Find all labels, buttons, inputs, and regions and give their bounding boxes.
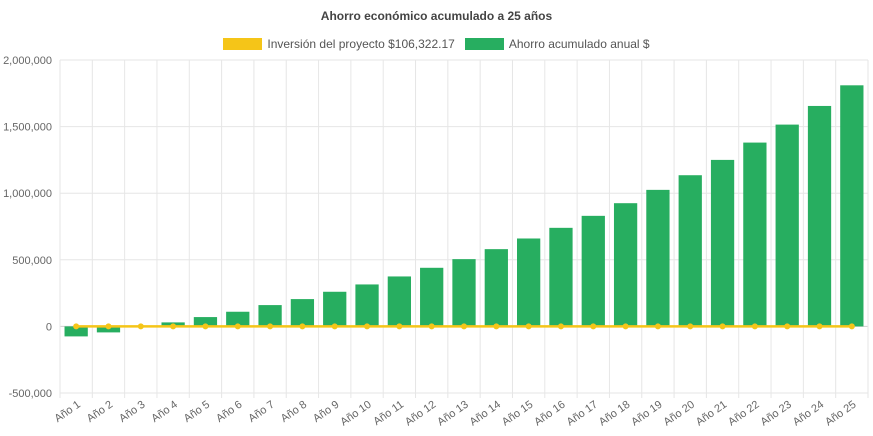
x-tick-label: Año 18: [597, 399, 632, 429]
bar: [290, 299, 315, 327]
investment-point: [525, 323, 532, 330]
investment-point: [816, 323, 823, 330]
x-tick-label: Año 3: [117, 399, 147, 425]
legend: Inversión del proyecto $106,322.17 Ahorr…: [0, 37, 873, 51]
x-tick-label: Año 12: [403, 399, 438, 429]
bar: [807, 105, 832, 327]
bar: [710, 159, 735, 327]
bar: [549, 227, 573, 327]
investment-point: [137, 323, 144, 330]
bar: [581, 215, 605, 327]
investment-point: [170, 323, 177, 330]
legend-item-investment[interactable]: Inversión del proyecto $106,322.17: [223, 37, 455, 51]
y-tick-label: 2,000,000: [3, 55, 52, 67]
investment-point: [428, 323, 435, 330]
bar: [678, 175, 702, 327]
bar: [258, 305, 282, 327]
bar: [743, 142, 767, 327]
investment-point: [493, 323, 500, 330]
x-tick-label: Año 5: [182, 399, 212, 425]
bar: [452, 259, 476, 327]
x-tick-label: Año 13: [435, 399, 470, 429]
x-tick-label: Año 24: [791, 399, 826, 429]
investment-point: [557, 323, 564, 330]
bar: [646, 189, 670, 327]
legend-swatch-savings: [464, 38, 504, 50]
x-tick-label: Año 11: [371, 399, 406, 428]
investment-point: [234, 323, 241, 330]
investment-point: [848, 323, 855, 330]
investment-point: [461, 323, 467, 330]
investment-point: [751, 323, 758, 330]
bar: [226, 311, 250, 327]
y-tick-label: 1,000,000: [3, 188, 52, 200]
bar: [420, 267, 444, 327]
bar: [64, 326, 88, 337]
x-tick-label: Año 2: [85, 399, 115, 425]
x-tick-label: Año 9: [311, 399, 341, 425]
legend-label-investment: Inversión del proyecto $106,322.17: [267, 37, 455, 51]
legend-label-savings: Ahorro acumulado anual $: [508, 37, 650, 51]
x-tick-label: Año 21: [694, 399, 729, 429]
investment-point: [267, 323, 274, 330]
x-tick-label: Año 20: [662, 399, 697, 429]
x-tick-label: Año 6: [214, 399, 244, 425]
bar: [613, 203, 638, 327]
x-tick-label: Año 14: [468, 399, 503, 429]
x-tick-label: Año 25: [823, 399, 858, 429]
investment-point: [331, 323, 338, 330]
x-tick-label: Año 1: [52, 399, 82, 425]
x-tick-label: Año 19: [629, 399, 664, 429]
y-tick-label: 1,500,000: [3, 122, 52, 134]
x-tick-label: Año 22: [726, 399, 761, 429]
x-tick-label: Año 17: [565, 399, 600, 429]
legend-swatch-investment: [223, 38, 263, 50]
investment-point: [590, 323, 597, 330]
x-tick-label: Año 4: [149, 399, 179, 425]
investment-point: [364, 323, 371, 330]
bar: [517, 238, 541, 327]
x-tick-label: Año 7: [246, 399, 276, 425]
investment-point: [202, 323, 209, 330]
bar: [355, 284, 379, 327]
bar: [387, 276, 411, 327]
bar: [323, 291, 347, 327]
investment-point: [719, 323, 726, 330]
investment-point: [622, 323, 629, 330]
bar: [484, 249, 508, 327]
bar: [775, 124, 799, 327]
x-tick-label: Año 23: [758, 399, 793, 429]
investment-point: [299, 323, 306, 330]
x-tick-label: Año 15: [500, 399, 535, 429]
y-tick-label: 0: [46, 321, 52, 333]
bar: [840, 85, 864, 327]
investment-point: [396, 323, 403, 330]
x-tick-label: Año 8: [279, 399, 309, 425]
legend-item-savings[interactable]: Ahorro acumulado anual $: [464, 37, 650, 51]
x-tick-label: Año 16: [532, 399, 567, 429]
y-tick-label: 500,000: [12, 255, 52, 267]
investment-point: [784, 323, 791, 330]
investment-point: [687, 323, 694, 330]
investment-point: [73, 323, 80, 330]
investment-point: [654, 323, 661, 330]
x-tick-label: Año 10: [338, 399, 373, 429]
bar: [193, 317, 218, 327]
investment-point: [105, 323, 112, 330]
y-tick-label: -500,000: [9, 388, 52, 400]
chart-title: Ahorro económico acumulado a 25 años: [320, 9, 553, 23]
